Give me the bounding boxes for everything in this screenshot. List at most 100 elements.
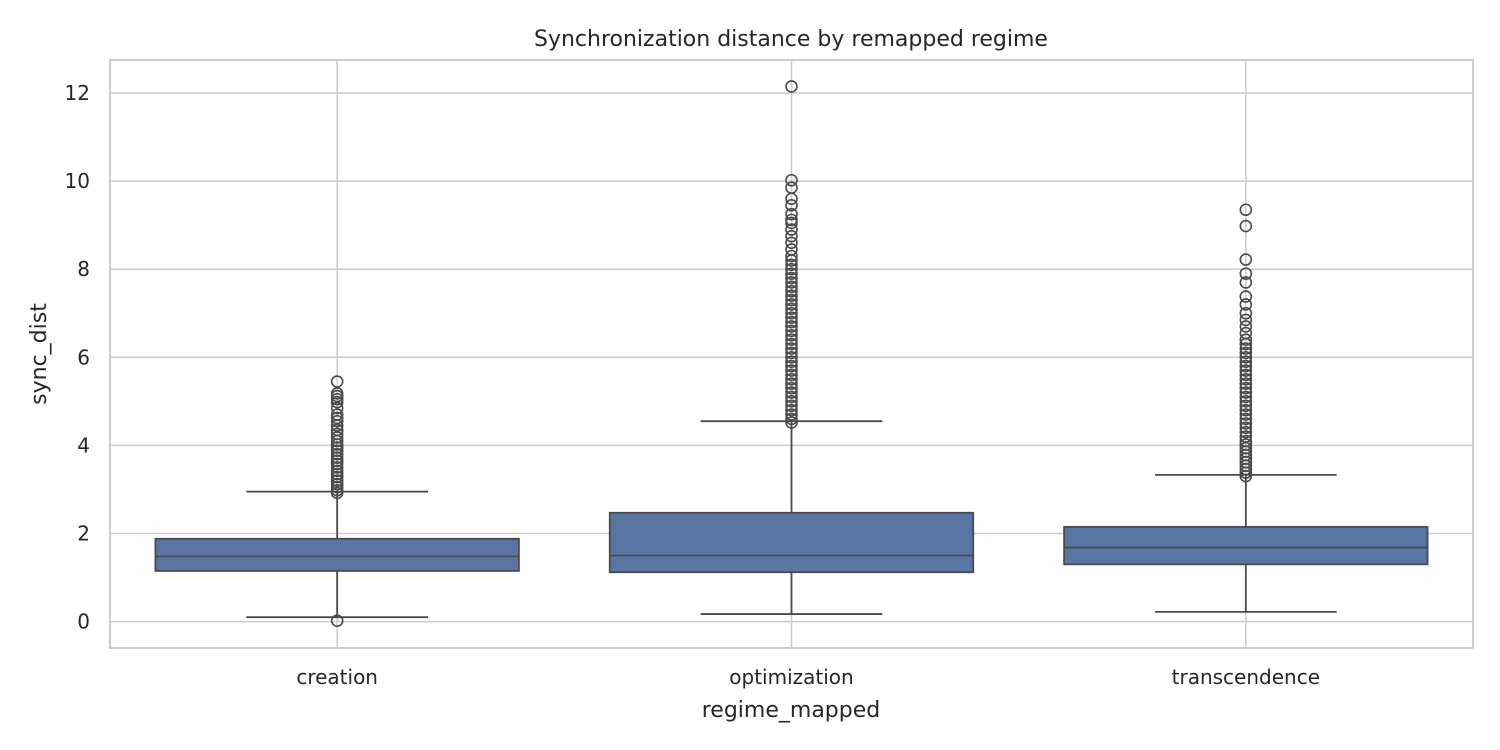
outlier-point xyxy=(785,267,798,280)
outlier-point xyxy=(330,614,344,627)
outlier-point xyxy=(785,243,798,256)
outlier-point xyxy=(1239,421,1253,435)
outlier-point xyxy=(1239,390,1253,404)
outlier-point xyxy=(785,293,798,307)
outlier-point xyxy=(330,444,344,457)
outlier-point xyxy=(1239,399,1253,413)
x-axis-title: regime_mapped xyxy=(702,698,880,723)
chart-title: Synchronization distance by remapped reg… xyxy=(534,27,1048,52)
iqr-box xyxy=(608,511,975,574)
outlier-point xyxy=(1239,276,1253,289)
outlier-point xyxy=(330,457,344,471)
outlier-point xyxy=(785,412,798,426)
outlier-point xyxy=(1239,403,1253,417)
outlier-point xyxy=(785,258,798,272)
outlier-point xyxy=(785,298,798,311)
box-group-transcendence xyxy=(1063,203,1429,613)
outlier-point xyxy=(1239,333,1253,346)
outlier-point xyxy=(785,408,798,421)
outlier-point xyxy=(1239,430,1253,443)
outlier-point xyxy=(330,375,344,388)
x-tick-label: creation xyxy=(296,665,378,689)
outlier-point xyxy=(330,484,344,497)
outlier-point xyxy=(785,333,798,346)
outlier-point xyxy=(1239,359,1253,373)
box-group-optimization xyxy=(608,80,975,615)
outlier-point xyxy=(1239,355,1253,369)
outlier-point xyxy=(330,401,344,415)
y-tick-label: 2 xyxy=(77,521,90,545)
outlier-point xyxy=(1239,417,1253,430)
outlier-point xyxy=(785,320,798,333)
outlier-point xyxy=(785,315,798,329)
outlier-point xyxy=(785,173,798,187)
outlier-point xyxy=(785,377,798,391)
outlier-point xyxy=(330,447,344,461)
y-tick-label: 4 xyxy=(77,433,90,457)
y-tick-label: 12 xyxy=(65,81,90,105)
outlier-point xyxy=(1239,253,1253,266)
x-tick-label: transcendence xyxy=(1172,665,1320,689)
outlier-point xyxy=(785,302,798,316)
outlier-point xyxy=(1239,377,1253,391)
outlier-point xyxy=(1239,298,1253,311)
outlier-point xyxy=(330,387,344,400)
y-tick-label: 8 xyxy=(77,257,90,281)
outlier-point xyxy=(1239,381,1253,395)
outlier-point xyxy=(330,408,344,421)
outlier-point xyxy=(785,262,798,276)
outlier-point xyxy=(785,368,798,382)
outlier-point xyxy=(785,284,798,298)
outlier-point xyxy=(785,403,798,417)
outlier-point xyxy=(785,207,798,221)
outlier-point xyxy=(785,346,798,360)
outlier-point xyxy=(330,474,344,487)
outlier-point xyxy=(330,461,344,474)
outlier-point xyxy=(330,470,344,484)
outlier-point xyxy=(785,229,798,243)
outlier-point xyxy=(330,441,344,454)
outlier-point xyxy=(785,289,798,302)
outlier-point xyxy=(1239,386,1253,399)
outlier-point xyxy=(785,364,798,377)
iqr-box xyxy=(1063,525,1429,566)
outlier-point xyxy=(1239,326,1253,340)
outlier-point xyxy=(1239,438,1253,451)
outlier-point xyxy=(1239,425,1253,439)
outlier-point xyxy=(1239,395,1253,408)
outlier-point xyxy=(785,416,798,429)
outlier-point xyxy=(330,411,344,425)
outlier-point xyxy=(785,199,798,212)
outlier-point xyxy=(785,337,798,351)
outlier-point xyxy=(1239,342,1253,355)
outlier-point xyxy=(1239,346,1253,360)
outlier-point xyxy=(785,359,798,373)
outlier-point xyxy=(330,431,344,444)
outlier-point xyxy=(330,467,344,481)
outlier-point xyxy=(1239,412,1253,426)
outlier-point xyxy=(785,271,798,285)
outlier-point xyxy=(785,351,798,364)
outlier-point xyxy=(785,342,798,355)
outlier-point xyxy=(1239,364,1253,377)
x-axis-ticks: creation optimization transcendence xyxy=(296,665,1320,689)
outlier-point xyxy=(330,454,344,468)
box-group-creation xyxy=(154,375,520,627)
outlier-point xyxy=(1239,219,1253,233)
y-axis-ticks: 0 2 4 6 8 10 12 xyxy=(65,81,90,634)
outlier-point xyxy=(330,423,344,437)
iqr-box xyxy=(154,537,520,572)
outlier-point xyxy=(1239,203,1253,217)
outlier-point xyxy=(785,216,798,230)
outlier-point xyxy=(785,381,798,395)
outlier-point xyxy=(785,276,798,289)
outlier-point xyxy=(330,464,344,478)
y-axis-title: sync_dist xyxy=(27,303,52,405)
outlier-point xyxy=(785,328,798,342)
y-tick-label: 10 xyxy=(65,169,90,193)
outlier-point xyxy=(785,223,798,236)
outlier-point xyxy=(785,181,798,195)
outlier-point xyxy=(330,480,344,494)
outlier-point xyxy=(785,306,798,320)
